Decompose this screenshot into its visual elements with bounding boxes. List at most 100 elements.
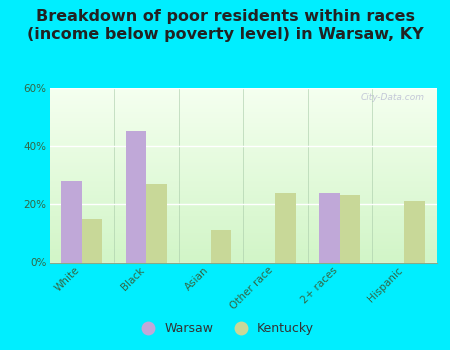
Bar (50, 163, 436, 165)
Bar (50, 242, 436, 244)
Bar (50, 200, 436, 201)
Bar (50, 114, 436, 115)
Bar (50, 190, 436, 191)
Bar (50, 174, 436, 175)
Bar (50, 146, 436, 147)
Bar (50, 90, 436, 92)
Bar (50, 241, 436, 242)
Bar (50, 248, 436, 249)
Bar (50, 139, 436, 140)
Bar (50, 105, 436, 106)
Bar (50, 162, 436, 163)
Bar (50, 166, 436, 168)
Bar (50, 137, 436, 139)
Bar (50, 211, 436, 213)
Bar (50, 191, 436, 193)
Bar (404, 201, 425, 262)
Bar (50, 153, 436, 155)
Bar (50, 160, 436, 162)
Bar (50, 144, 436, 146)
Bar (50, 185, 436, 187)
Bar (50, 233, 436, 235)
Bar (50, 252, 436, 254)
Bar (50, 128, 436, 130)
Bar (50, 203, 436, 204)
Bar (50, 207, 436, 209)
Bar (50, 216, 436, 217)
Bar (50, 120, 436, 121)
Legend: Warsaw, Kentucky: Warsaw, Kentucky (131, 317, 319, 340)
Bar (126, 131, 146, 262)
Bar (50, 201, 436, 203)
Bar (50, 102, 436, 104)
Bar (82, 219, 103, 262)
Bar (50, 197, 436, 198)
Bar (50, 179, 436, 181)
Bar (211, 230, 231, 262)
Bar (50, 223, 436, 225)
Bar (50, 188, 436, 190)
Bar (50, 118, 436, 120)
Bar (50, 133, 436, 134)
Bar (50, 175, 436, 176)
Bar (50, 117, 436, 118)
Bar (50, 249, 436, 251)
Bar (50, 89, 436, 90)
Bar (50, 219, 436, 220)
Bar (50, 181, 436, 182)
Bar (50, 115, 436, 117)
Bar (50, 235, 436, 236)
Bar (50, 155, 436, 156)
Bar (50, 99, 436, 101)
Bar (50, 111, 436, 112)
Bar (50, 193, 436, 194)
Bar (50, 108, 436, 109)
Bar (50, 257, 436, 258)
Bar (50, 149, 436, 150)
Bar (50, 171, 436, 172)
Bar (50, 143, 436, 144)
Bar (50, 172, 436, 174)
Bar (146, 184, 167, 262)
Bar (50, 124, 436, 125)
Bar (50, 214, 436, 216)
Bar (50, 112, 436, 114)
Bar (50, 229, 436, 230)
Bar (50, 122, 436, 124)
Bar (50, 217, 436, 219)
Bar (50, 165, 436, 166)
Bar (50, 176, 436, 178)
Bar (50, 244, 436, 245)
Bar (50, 251, 436, 252)
Bar (50, 213, 436, 214)
Bar (50, 255, 436, 257)
Bar (50, 258, 436, 260)
Bar (50, 194, 436, 195)
Bar (50, 168, 436, 169)
Bar (50, 245, 436, 246)
Bar (50, 147, 436, 149)
Bar (275, 193, 296, 262)
Bar (50, 135, 436, 137)
Bar (50, 159, 436, 160)
Bar (50, 130, 436, 131)
Bar (50, 198, 436, 200)
Bar (50, 222, 436, 223)
Bar (50, 182, 436, 184)
Text: Breakdown of poor residents within races
(income below poverty level) in Warsaw,: Breakdown of poor residents within races… (27, 9, 423, 42)
Bar (50, 152, 436, 153)
Text: City-Data.com: City-Data.com (361, 93, 425, 102)
Bar (50, 101, 436, 102)
Bar (50, 134, 436, 135)
Bar (50, 184, 436, 185)
Bar (50, 225, 436, 226)
Bar (50, 96, 436, 98)
Bar (319, 193, 340, 262)
Bar (50, 254, 436, 255)
Bar (61, 181, 82, 262)
Bar (50, 236, 436, 238)
Bar (50, 156, 436, 158)
Bar (50, 210, 436, 211)
Bar (50, 93, 436, 95)
Bar (340, 195, 360, 262)
